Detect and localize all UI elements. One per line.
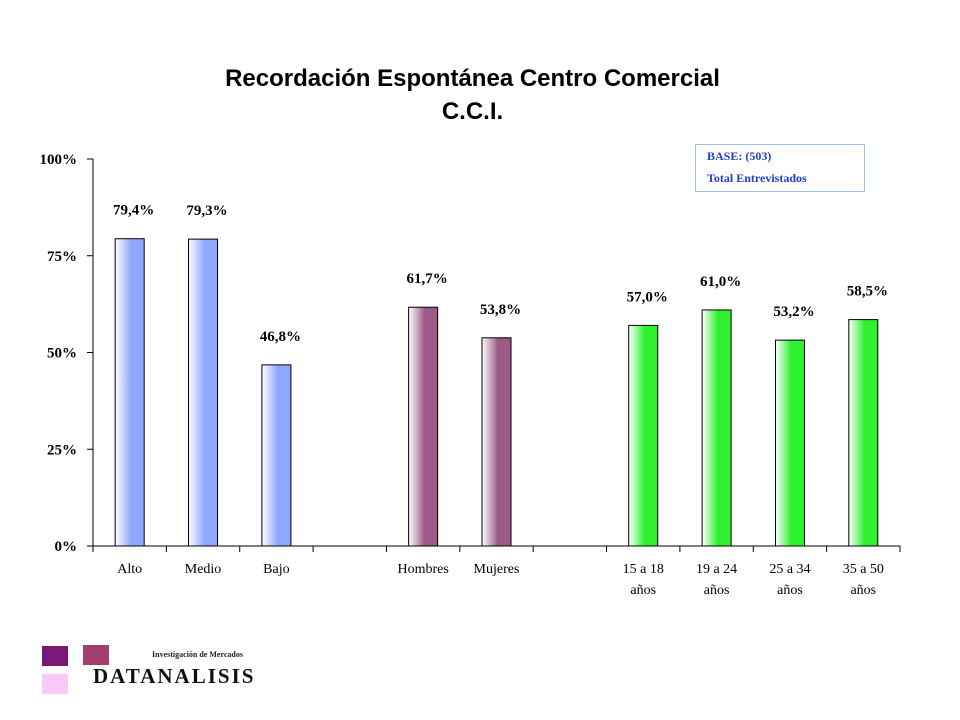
chart-title: Recordación Espontánea Centro Comercial xyxy=(225,65,720,92)
bar-nivel xyxy=(114,238,145,547)
x-tick-label-line2: años xyxy=(630,583,656,598)
chart-subtitle: C.C.I. xyxy=(441,98,504,125)
data-label: 57,0% xyxy=(627,289,668,305)
bar-sexo xyxy=(481,337,512,547)
data-label: 46,8% xyxy=(260,329,301,345)
logo-square-dark xyxy=(42,646,68,666)
x-tick-label-line2: años xyxy=(777,583,803,598)
bar-nivel xyxy=(188,238,219,547)
bar-sexo xyxy=(408,306,439,547)
x-tick-label: Alto xyxy=(117,562,142,577)
y-tick-label: 100% xyxy=(40,152,78,168)
data-label: 61,0% xyxy=(700,274,741,290)
y-tick-label: 75% xyxy=(47,249,77,265)
y-tick-label: 50% xyxy=(47,346,77,362)
bar-nivel xyxy=(261,364,292,547)
bar-edad xyxy=(774,339,805,547)
data-label: 58,5% xyxy=(847,284,888,300)
x-tick-label: Bajo xyxy=(263,562,289,577)
x-tick-label-line2: años xyxy=(704,583,730,598)
x-tick-label: 15 a 18 xyxy=(623,562,664,577)
y-tick-label: 25% xyxy=(47,442,77,458)
x-tick-label: 19 a 24 xyxy=(696,562,737,577)
logo-square-pink xyxy=(42,674,68,694)
data-label: 79,3% xyxy=(186,203,227,219)
y-tick-label: 0% xyxy=(55,539,78,555)
data-label: 53,8% xyxy=(480,302,521,318)
x-tick-label: 35 a 50 xyxy=(843,562,884,577)
x-tick-label: Medio xyxy=(185,562,222,577)
data-label: 79,4% xyxy=(113,203,154,219)
base-info-box: BASE: (503) Total Entrevistados xyxy=(695,144,865,192)
logo-name: DATANALISIS xyxy=(93,664,256,688)
base-description-label: Total Entrevistados xyxy=(707,171,807,185)
bar-edad xyxy=(628,324,659,547)
x-tick-label: Hombres xyxy=(397,562,448,577)
bar-edad xyxy=(848,319,879,547)
logo-tagline: Investigación de Mercados xyxy=(152,650,243,659)
data-label: 61,7% xyxy=(407,271,448,287)
bar-edad xyxy=(701,309,732,547)
base-count-label: BASE: (503) xyxy=(707,149,772,163)
x-tick-label: Mujeres xyxy=(474,562,520,577)
logo-square-mauve xyxy=(83,645,109,665)
x-tick-label: 25 a 34 xyxy=(769,562,810,577)
x-tick-label-line2: años xyxy=(850,583,876,598)
data-label: 53,2% xyxy=(773,304,814,320)
